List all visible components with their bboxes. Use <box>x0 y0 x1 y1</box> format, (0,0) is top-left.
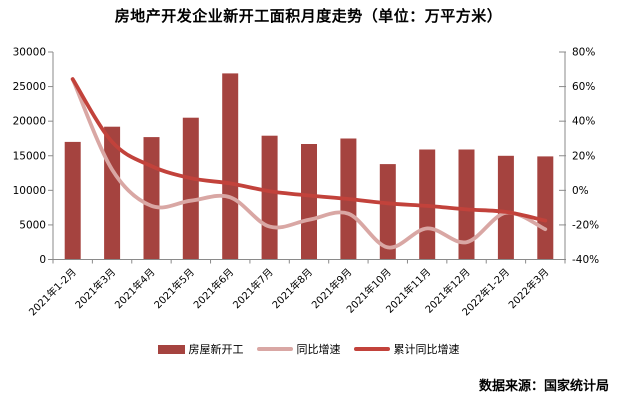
bar-2021年4月 <box>143 137 160 260</box>
y-right-tick-label: 80% <box>572 47 595 59</box>
y-right-tick-label: 60% <box>572 81 595 93</box>
legend: 房屋新开工 同比增速 累计同比增速 <box>0 341 617 357</box>
x-category-label: 2021年5月 <box>151 265 197 311</box>
y-left-tick-label: 0 <box>39 254 46 266</box>
bar-2021年6月 <box>222 73 239 260</box>
bar-2021年7月 <box>261 135 278 260</box>
legend-bar-swatch-icon <box>157 344 185 354</box>
y-left-tick-label: 30000 <box>13 47 46 59</box>
y-right-tick-label: -40% <box>572 254 599 266</box>
y-left-tick-label: 25000 <box>13 81 46 93</box>
legend-item-yoy: 同比增速 <box>256 341 341 357</box>
legend-line-swatch-icon <box>353 347 390 351</box>
bar-2021年1-2月 <box>64 141 81 260</box>
y-right-tick-label: 0% <box>572 185 589 197</box>
legend-item-bars: 房屋新开工 <box>157 341 244 357</box>
x-category-label: 2021年6月 <box>191 265 237 311</box>
chart-title: 房地产开发企业新开工面积月度走势（单位：万平方米） <box>114 7 503 25</box>
source-note: 数据来源：国家统计局 <box>478 379 609 394</box>
x-category-label: 2021年1-2月 <box>26 265 79 318</box>
bar-2022年3月 <box>537 156 554 260</box>
y-left-tick-label: 5000 <box>19 219 46 231</box>
bar-2022年1-2月 <box>497 155 514 260</box>
y-left-tick-label: 20000 <box>13 116 46 128</box>
line-同比增速 <box>70 77 548 250</box>
bar-2021年10月 <box>379 164 396 260</box>
y-right-tick-label: 40% <box>572 116 595 128</box>
bar-2021年5月 <box>182 117 199 260</box>
legend-item-cumulative-yoy: 累计同比增速 <box>353 341 460 357</box>
y-left-tick-label: 10000 <box>13 185 46 197</box>
legend-line-swatch-icon <box>256 347 293 351</box>
x-category-label: 2021年8月 <box>269 265 315 311</box>
y-right-tick-label: 20% <box>572 150 595 162</box>
x-category-label: 2022年3月 <box>506 265 552 311</box>
bar-2021年8月 <box>301 144 317 260</box>
line-累计同比增速 <box>70 77 548 223</box>
x-category-label: 2021年7月 <box>230 265 276 311</box>
legend-label-cumulative-yoy: 累计同比增速 <box>393 343 460 356</box>
legend-label-bars: 房屋新开工 <box>188 343 244 356</box>
y-right-tick-label: -20% <box>572 219 599 231</box>
y-left-tick-label: 15000 <box>13 150 46 162</box>
x-category-label: 2021年4月 <box>112 265 158 311</box>
x-category-label: 2021年3月 <box>72 265 118 311</box>
legend-label-yoy: 同比增速 <box>296 343 341 356</box>
bar-2021年12月 <box>458 149 475 260</box>
